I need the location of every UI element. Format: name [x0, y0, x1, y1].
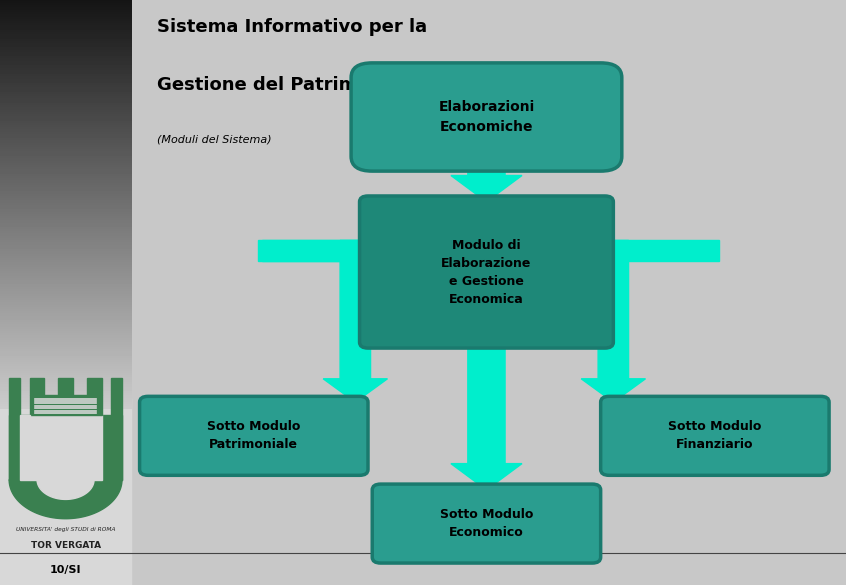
- Bar: [58, 378, 73, 395]
- Polygon shape: [37, 480, 94, 500]
- Polygon shape: [262, 240, 368, 261]
- Polygon shape: [9, 480, 122, 519]
- Bar: [102, 415, 122, 480]
- Polygon shape: [451, 342, 522, 490]
- Text: Elaborazioni
Economiche: Elaborazioni Economiche: [438, 100, 535, 134]
- Text: (Moduli del Sistema): (Moduli del Sistema): [157, 135, 271, 144]
- FancyBboxPatch shape: [351, 63, 622, 171]
- Bar: [111, 378, 122, 480]
- Text: UNIVERSITA' degli STUDI di ROMA: UNIVERSITA' degli STUDI di ROMA: [16, 527, 115, 532]
- Text: Modulo di
Elaborazione
e Gestione
Economica: Modulo di Elaborazione e Gestione Econom…: [442, 239, 531, 305]
- Bar: [20, 415, 30, 480]
- Bar: [30, 378, 44, 395]
- Bar: [9, 415, 30, 480]
- Text: Gestione del Patrimonio Immobiliare: Gestione del Patrimonio Immobiliare: [157, 76, 527, 94]
- Bar: [30, 395, 102, 415]
- Text: Sotto Modulo
Finanziario: Sotto Modulo Finanziario: [668, 421, 761, 451]
- Bar: [87, 378, 102, 395]
- FancyBboxPatch shape: [140, 397, 368, 475]
- Text: 10/SI: 10/SI: [50, 565, 81, 576]
- FancyBboxPatch shape: [601, 397, 829, 475]
- Bar: [30, 415, 102, 480]
- Polygon shape: [605, 240, 719, 261]
- Text: Sotto Modulo
Economico: Sotto Modulo Economico: [440, 508, 533, 539]
- Polygon shape: [581, 240, 645, 402]
- Bar: [0, 398, 131, 585]
- Polygon shape: [451, 156, 522, 202]
- FancyBboxPatch shape: [360, 196, 613, 348]
- FancyBboxPatch shape: [372, 484, 601, 563]
- Text: TOR VERGATA: TOR VERGATA: [30, 541, 101, 550]
- Text: Sotto Modulo
Patrimoniale: Sotto Modulo Patrimoniale: [207, 421, 300, 451]
- Polygon shape: [258, 240, 371, 261]
- Bar: [9, 378, 20, 480]
- Text: Sistema Informativo per la: Sistema Informativo per la: [157, 18, 426, 36]
- Polygon shape: [323, 240, 387, 402]
